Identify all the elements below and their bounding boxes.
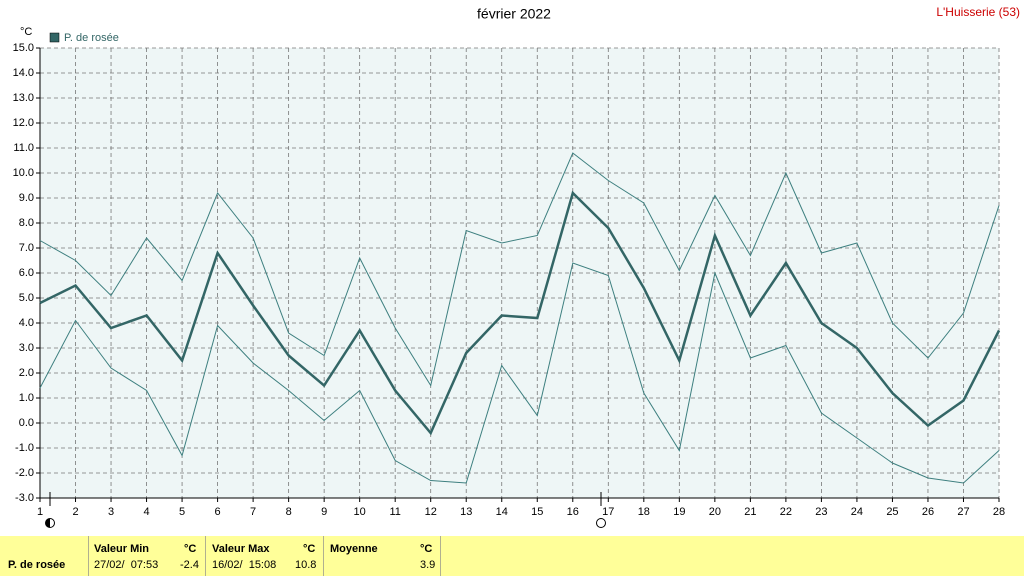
- range-line: [39, 152, 1000, 387]
- moon-icon: [596, 518, 606, 528]
- y-tick-label: 2.0: [19, 367, 34, 379]
- x-tick-label: 27: [957, 506, 969, 518]
- y-tick-label: 6.0: [19, 267, 34, 279]
- y-tick-label: -3.0: [15, 492, 34, 504]
- y-tick-label: 3.0: [19, 342, 34, 354]
- x-tick-label: 6: [215, 506, 221, 518]
- x-tick-label: 20: [709, 506, 721, 518]
- header: °C: [184, 543, 197, 555]
- x-tick-label: 13: [460, 506, 472, 518]
- x-tick-label: 10: [354, 506, 366, 518]
- y-tick-label: 9.0: [19, 192, 34, 204]
- separator: [323, 536, 324, 576]
- header: Moyenne: [330, 543, 378, 555]
- x-tick-label: 11: [389, 506, 400, 518]
- y-tick-label: 0.0: [19, 417, 34, 429]
- header: Valeur Max: [212, 543, 270, 555]
- x-tick-label: 22: [780, 506, 792, 518]
- y-tick-label: 11.0: [13, 142, 34, 154]
- legend-swatch: [49, 32, 60, 43]
- summary-table: Valeur Min °C Valeur Max °C Moyenne °C P…: [0, 536, 1024, 576]
- row-label: P. de rosée: [8, 559, 66, 571]
- x-tick-label: 25: [886, 506, 898, 518]
- cell: -2.4: [180, 559, 199, 571]
- x-tick-label: 16: [567, 506, 579, 518]
- header: Valeur Min: [94, 543, 150, 555]
- x-tick-label: 28: [993, 506, 1005, 518]
- x-tick-label: 5: [179, 506, 185, 518]
- cell: 10.8: [295, 559, 317, 571]
- header: °C: [420, 543, 433, 555]
- y-tick-label: -1.0: [15, 442, 34, 454]
- station: L'Huisserie (53): [936, 5, 1020, 19]
- x-tick-label: 23: [815, 506, 827, 518]
- x-tick-label: 15: [531, 506, 543, 518]
- x-tick-label: 1: [37, 506, 43, 518]
- separator: [440, 536, 441, 576]
- y-tick-label: 8.0: [19, 217, 34, 229]
- mean-line: [39, 190, 1001, 436]
- cell: 3.9: [420, 559, 436, 571]
- y-tick-label: 12.0: [13, 117, 34, 129]
- header: °C: [303, 543, 316, 555]
- x-tick-label: 4: [143, 506, 149, 518]
- y-tick-label: 15.0: [13, 42, 34, 54]
- y-tick-label: 4.0: [19, 317, 34, 329]
- x-tick-label: 8: [286, 506, 292, 518]
- chart: février 2022 L'Huisserie (53) °C P. de r…: [13, 5, 1020, 528]
- x-tick-label: 9: [321, 506, 327, 518]
- legend-label: P. de rosée: [64, 32, 119, 44]
- x-tick-label: 7: [250, 506, 256, 518]
- y-tick-label: 1.0: [19, 392, 34, 404]
- x-tick-label: 26: [922, 506, 934, 518]
- moon-icon: [45, 518, 50, 528]
- y-tick-label: 7.0: [19, 242, 34, 254]
- range-line: [39, 262, 1000, 484]
- separator: [88, 536, 89, 576]
- chart-title: février 2022: [477, 6, 551, 22]
- x-tick-label: 2: [72, 506, 78, 518]
- y-tick-label: -2.0: [15, 467, 34, 479]
- y-tick-label: 5.0: [19, 292, 34, 304]
- cell: 16/02/ 15:08: [212, 559, 277, 571]
- x-tick-label: 18: [638, 506, 650, 518]
- x-tick-label: 17: [602, 506, 614, 518]
- y-tick-label: 13.0: [13, 92, 34, 104]
- x-tick-label: 12: [425, 506, 437, 518]
- x-tick-label: 3: [108, 506, 114, 518]
- x-tick-label: 21: [744, 506, 756, 518]
- separator: [205, 536, 206, 576]
- x-tick-label: 24: [851, 506, 863, 518]
- y-tick-label: 14.0: [13, 67, 34, 79]
- y-tick-label: 10.0: [13, 167, 34, 179]
- x-tick-label: 19: [673, 506, 685, 518]
- y-unit: °C: [20, 26, 32, 38]
- x-tick-label: 14: [496, 506, 508, 518]
- cell: 27/02/ 07:53: [94, 559, 159, 571]
